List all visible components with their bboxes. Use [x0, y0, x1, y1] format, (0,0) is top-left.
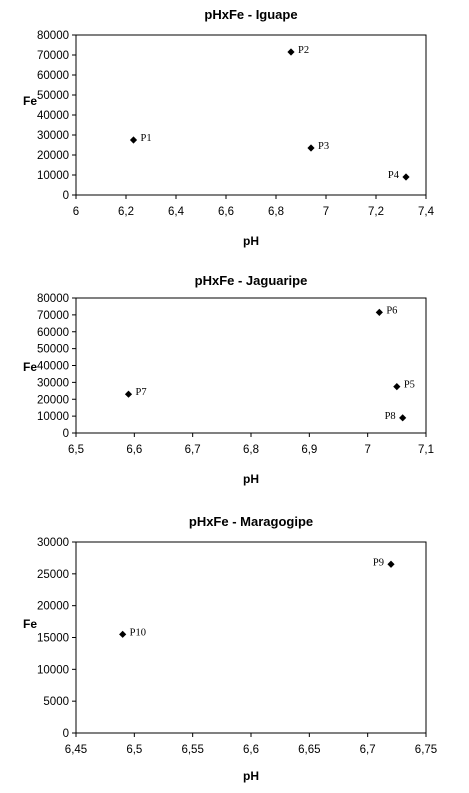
y-axis-title: Fe — [23, 617, 37, 631]
data-point-marker — [287, 48, 295, 56]
x-tick-label: 6,7 — [360, 744, 376, 756]
data-point-marker — [402, 173, 410, 181]
y-tick-label: 50000 — [37, 344, 69, 356]
chart-title: pHxFe - Maragogipe — [189, 514, 313, 529]
data-point-label: P10 — [130, 627, 146, 638]
data-point-label: P9 — [373, 557, 384, 568]
x-tick-label: 6,45 — [65, 744, 87, 756]
x-tick-label: 6,5 — [126, 744, 142, 756]
x-tick-label: 6,8 — [268, 206, 284, 218]
data-point-marker — [119, 630, 127, 638]
x-tick-label: 6 — [73, 206, 79, 218]
y-tick-label: 40000 — [37, 361, 69, 373]
data-point-label: P4 — [388, 170, 400, 181]
plot-area-frame — [75, 541, 427, 734]
chart-panel-1: pHxFe - Iguape 0 10000 20000 30000 40000 50000… — [23, 7, 435, 248]
data-point-label: P7 — [136, 387, 147, 398]
plot-area-frame — [75, 34, 427, 196]
data-point-marker — [393, 382, 401, 391]
plot-area-frame — [75, 297, 427, 434]
x-tick-label: 6,5 — [68, 444, 84, 456]
x-tick-label: 6,9 — [301, 444, 317, 456]
data-point-marker — [375, 308, 383, 316]
data-point-label: P5 — [404, 380, 415, 391]
y-tick-label: 30000 — [37, 537, 69, 549]
y-tick-label: 80000 — [37, 293, 69, 305]
y-axis-title: Fe — [23, 360, 37, 374]
x-tick-label: 6,55 — [181, 744, 203, 756]
data-point-marker — [307, 144, 315, 152]
x-tick-label: 6,75 — [415, 744, 437, 756]
y-tick-label: 70000 — [37, 50, 69, 62]
x-tick-label: 7 — [323, 206, 329, 218]
chart-title: pHxFe - Jaguaripe — [195, 273, 308, 288]
y-tick-label: 10000 — [37, 170, 69, 182]
x-tick-label: 6,2 — [118, 206, 134, 218]
data-point-label: P2 — [298, 45, 309, 56]
y-tick-label: 40000 — [37, 110, 69, 122]
x-tick-label: 6,6 — [218, 206, 234, 218]
y-tick-label: 60000 — [37, 70, 69, 82]
chart-title: pHxFe - Iguape — [204, 7, 297, 22]
x-tick-label: 7,4 — [418, 206, 435, 218]
data-point-marker — [399, 414, 407, 422]
x-axis-title: pH — [243, 234, 259, 248]
data-point-marker — [387, 560, 395, 568]
chart-panel-2: pHxFe - Jaguaripe 0 10000 20000 30000 40000 50… — [23, 273, 434, 486]
x-tick-label: 6,6 — [126, 444, 142, 456]
data-point-label: P6 — [386, 305, 397, 316]
data-point-marker — [124, 390, 133, 398]
y-tick-label: 20000 — [37, 601, 69, 613]
x-tick-label: 7 — [364, 444, 370, 456]
chart-panel-3: pHxFe - Maragogipe 0 5000 10000 15000 20000 25… — [23, 514, 437, 783]
y-tick-label: 30000 — [37, 377, 69, 389]
y-axis-title: Fe — [23, 94, 37, 108]
x-tick-label: 6,7 — [185, 444, 201, 456]
y-tick-label: 30000 — [37, 130, 69, 142]
x-tick-label: 6,4 — [168, 206, 185, 218]
y-tick-label: 20000 — [37, 150, 69, 162]
data-point-label: P1 — [141, 133, 152, 144]
y-tick-label: 80000 — [37, 30, 69, 42]
y-tick-label: 5000 — [43, 696, 69, 708]
x-tick-label: 6,6 — [243, 744, 259, 756]
x-tick-label: 6,8 — [243, 444, 259, 456]
y-tick-label: 15000 — [37, 633, 69, 645]
y-tick-label: 25000 — [37, 569, 69, 581]
y-tick-label: 0 — [63, 428, 69, 440]
x-axis-title: pH — [243, 472, 259, 486]
y-tick-label: 0 — [63, 728, 69, 740]
y-tick-label: 10000 — [37, 664, 69, 676]
data-point-label: P3 — [318, 141, 329, 152]
y-tick-label: 10000 — [37, 411, 69, 423]
y-tick-label: 70000 — [37, 310, 69, 322]
x-tick-label: 7,1 — [418, 444, 434, 456]
y-tick-label: 50000 — [37, 90, 69, 102]
data-point-label: P8 — [385, 411, 396, 422]
y-tick-label: 0 — [63, 190, 69, 202]
y-tick-label: 20000 — [37, 394, 69, 406]
data-point-marker — [129, 136, 138, 144]
x-tick-label: 6,65 — [298, 744, 320, 756]
y-tick-label: 60000 — [37, 327, 69, 339]
x-axis-title: pH — [243, 769, 259, 783]
x-tick-label: 7,2 — [368, 206, 384, 218]
